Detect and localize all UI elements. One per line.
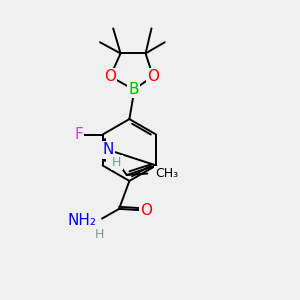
Text: O: O [104,69,116,84]
Text: O: O [140,203,152,218]
Text: NH₂: NH₂ [68,213,97,228]
Text: N: N [103,142,114,158]
Text: H: H [112,156,122,169]
Text: CH₃: CH₃ [155,167,178,180]
Text: B: B [129,82,139,97]
Text: H: H [95,228,104,241]
Text: F: F [74,127,83,142]
Text: O: O [147,69,159,84]
